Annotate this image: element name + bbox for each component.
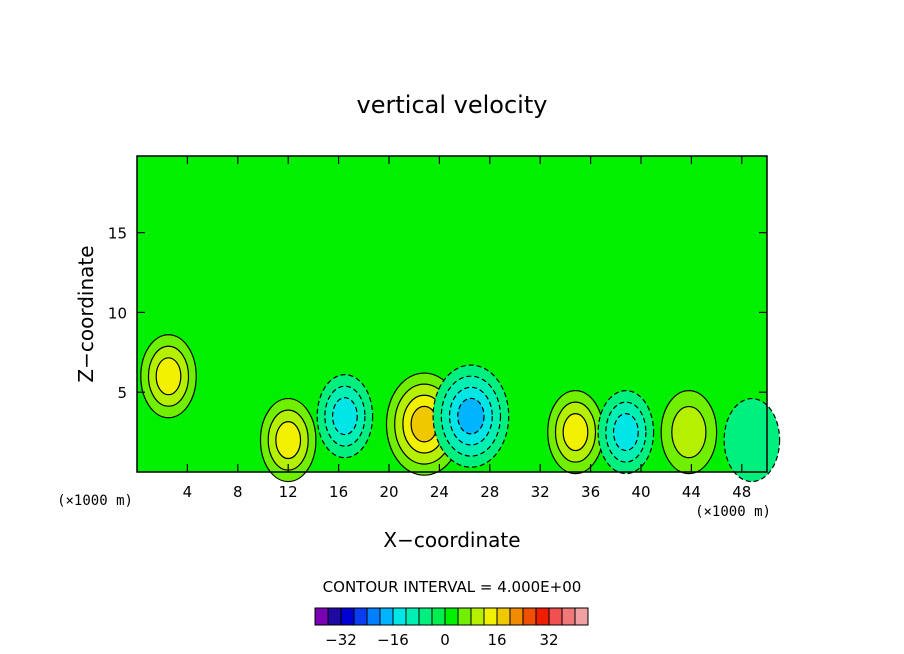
colorbar-swatch xyxy=(340,607,355,626)
colorbar-swatch xyxy=(379,607,394,626)
x-tick-label: 48 xyxy=(732,483,751,501)
contour-line xyxy=(612,413,639,452)
y-tick-label: 10 xyxy=(108,304,127,322)
x-tick-label: 32 xyxy=(531,483,550,501)
contour-line xyxy=(155,357,182,396)
y-axis-label: Z−coordinate xyxy=(74,245,98,382)
y-tick-label: 15 xyxy=(108,225,127,243)
cell-downdraft xyxy=(316,374,374,459)
colorbar-tick-label: 32 xyxy=(539,631,558,649)
colorbar-swatch xyxy=(353,607,368,626)
colorbar-tick-label: −16 xyxy=(377,631,409,649)
x-axis-label: X−coordinate xyxy=(383,528,520,552)
x-tick-label: 28 xyxy=(480,483,499,501)
colorbar-tick-label: 0 xyxy=(440,631,450,649)
contour-interval-label: CONTOUR INTERVAL = 4.000E+00 xyxy=(323,578,582,596)
colorbar-swatch xyxy=(522,607,537,626)
x-tick-label: 8 xyxy=(233,483,243,501)
x-tick-label: 24 xyxy=(430,483,449,501)
contour-line xyxy=(671,405,707,459)
cell-updraft xyxy=(259,397,317,483)
x-unit-right: (×1000 m) xyxy=(695,504,771,520)
chart-title: vertical velocity xyxy=(357,91,548,119)
plot-area xyxy=(137,156,781,483)
cell-downdraft xyxy=(723,397,781,483)
contour-line xyxy=(723,397,781,483)
colorbar-swatch xyxy=(535,607,550,626)
x-tick-label: 44 xyxy=(682,483,701,501)
cell-updraft xyxy=(660,390,718,475)
colorbar-swatch xyxy=(457,607,472,626)
x-tick-label: 20 xyxy=(379,483,398,501)
colorbar-swatch xyxy=(470,607,485,626)
cell-updraft xyxy=(140,334,197,419)
colorbar-swatch xyxy=(366,607,381,626)
contour-line xyxy=(331,397,358,436)
colorbar-swatch xyxy=(561,607,576,626)
contour-line xyxy=(562,413,589,452)
contour-line xyxy=(457,397,485,435)
contour-line xyxy=(275,421,302,460)
colorbar-swatch xyxy=(327,607,342,626)
colorbar-tick-label: 16 xyxy=(487,631,506,649)
cell-downdraft xyxy=(432,364,510,468)
colorbar-swatch xyxy=(392,607,407,626)
plot-frame xyxy=(136,155,768,473)
x-tick-label: 16 xyxy=(329,483,348,501)
colorbar-swatch xyxy=(483,607,498,626)
colorbar-swatch xyxy=(444,607,459,626)
colorbar-swatch xyxy=(314,607,329,626)
x-tick-label: 40 xyxy=(631,483,650,501)
x-unit-left: (×1000 m) xyxy=(57,493,133,509)
x-tick-label: 4 xyxy=(183,483,193,501)
colorbar-swatch xyxy=(496,607,511,626)
cell-downdraft xyxy=(597,390,655,475)
colorbar-swatch xyxy=(405,607,420,626)
colorbar-swatch xyxy=(509,607,524,626)
cell-updraft xyxy=(547,390,604,475)
colorbar-tick-label: −32 xyxy=(325,631,357,649)
colorbar: −32 −16 0 16 32 xyxy=(314,607,589,649)
x-tick-label: 12 xyxy=(279,483,298,501)
colorbar-swatch xyxy=(431,607,446,626)
colorbar-swatch xyxy=(418,607,433,626)
colorbar-swatch xyxy=(574,607,589,626)
colorbar-swatch xyxy=(548,607,563,626)
x-tick-label: 36 xyxy=(581,483,600,501)
y-tick-label: 5 xyxy=(117,384,127,402)
